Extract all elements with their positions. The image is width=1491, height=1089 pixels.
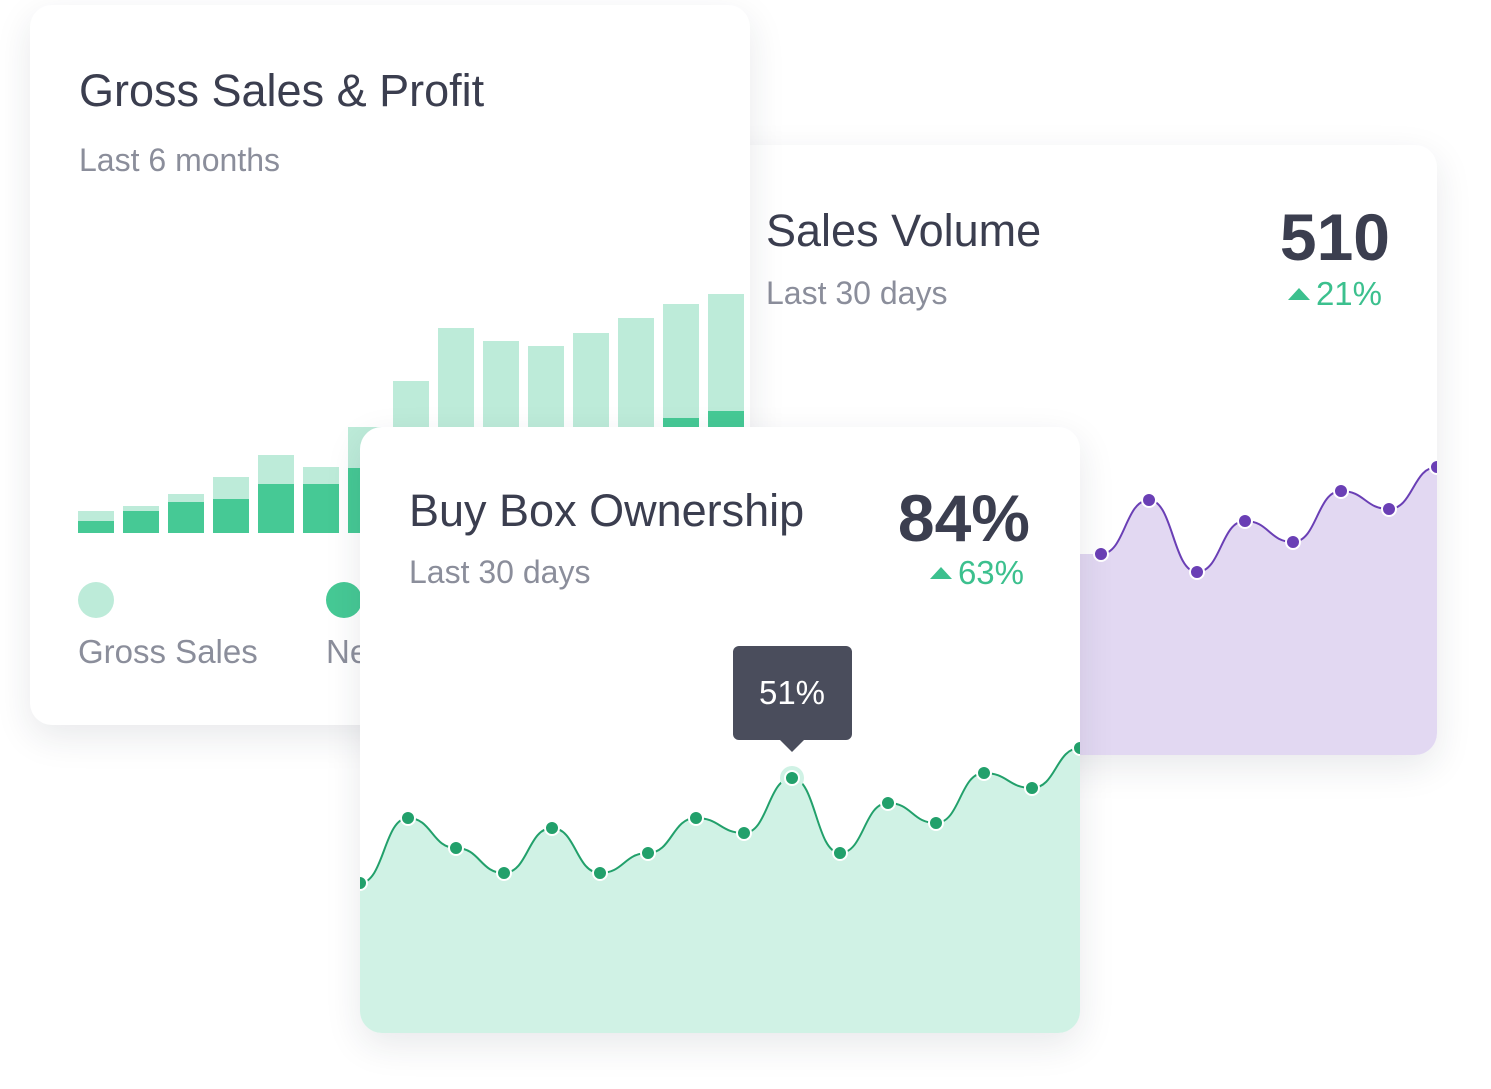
point bbox=[880, 795, 896, 811]
up-arrow bbox=[1287, 288, 1310, 300]
legend-swatch bbox=[326, 582, 362, 618]
point bbox=[1072, 740, 1080, 756]
bar bbox=[168, 502, 204, 533]
bar bbox=[78, 521, 114, 533]
point bbox=[1024, 780, 1040, 796]
point bbox=[496, 865, 512, 881]
chart bbox=[360, 740, 1080, 1033]
card-subtitle: Last 30 days bbox=[409, 554, 591, 590]
up-arrow bbox=[929, 567, 952, 579]
point bbox=[1285, 534, 1301, 550]
stat-change: 21% bbox=[1287, 275, 1382, 313]
bar bbox=[123, 511, 159, 533]
card-subtitle: Last 6 months bbox=[79, 142, 280, 178]
card-subtitle: Last 30 days bbox=[766, 275, 948, 311]
point bbox=[1333, 483, 1349, 499]
point bbox=[1141, 492, 1157, 508]
point bbox=[784, 770, 800, 786]
change-text: 63% bbox=[957, 554, 1024, 591]
point bbox=[1189, 564, 1205, 580]
point bbox=[1381, 501, 1397, 517]
point bbox=[688, 810, 704, 826]
change-text: 21% bbox=[1315, 275, 1382, 312]
card-title: Buy Box Ownership bbox=[409, 485, 805, 536]
point bbox=[640, 845, 656, 861]
point bbox=[1429, 459, 1437, 475]
point bbox=[736, 825, 752, 841]
point bbox=[976, 765, 992, 781]
bar bbox=[303, 484, 339, 533]
stat-change: 63% bbox=[929, 554, 1024, 592]
bar bbox=[213, 499, 249, 533]
bar bbox=[258, 484, 294, 533]
legend-label: Gross Sales bbox=[78, 633, 258, 670]
area-fill bbox=[360, 748, 1080, 1033]
point bbox=[544, 820, 560, 836]
point bbox=[1093, 546, 1109, 562]
point bbox=[400, 810, 416, 826]
point bbox=[360, 875, 368, 891]
card-title: Gross Sales & Profit bbox=[79, 65, 485, 116]
stat-value: 84% bbox=[897, 481, 1030, 555]
card-title: Sales Volume bbox=[766, 205, 1042, 256]
point bbox=[832, 845, 848, 861]
line bbox=[360, 747, 1080, 884]
point bbox=[448, 840, 464, 856]
tooltip: 51% bbox=[732, 646, 852, 752]
legend-swatch bbox=[78, 582, 114, 618]
point bbox=[928, 815, 944, 831]
point bbox=[1237, 513, 1253, 529]
stat-value: 510 bbox=[1279, 200, 1390, 274]
point bbox=[592, 865, 608, 881]
buy-box-card: Buy Box Ownership Last 30 days 84% 63% 5… bbox=[360, 427, 1080, 1033]
